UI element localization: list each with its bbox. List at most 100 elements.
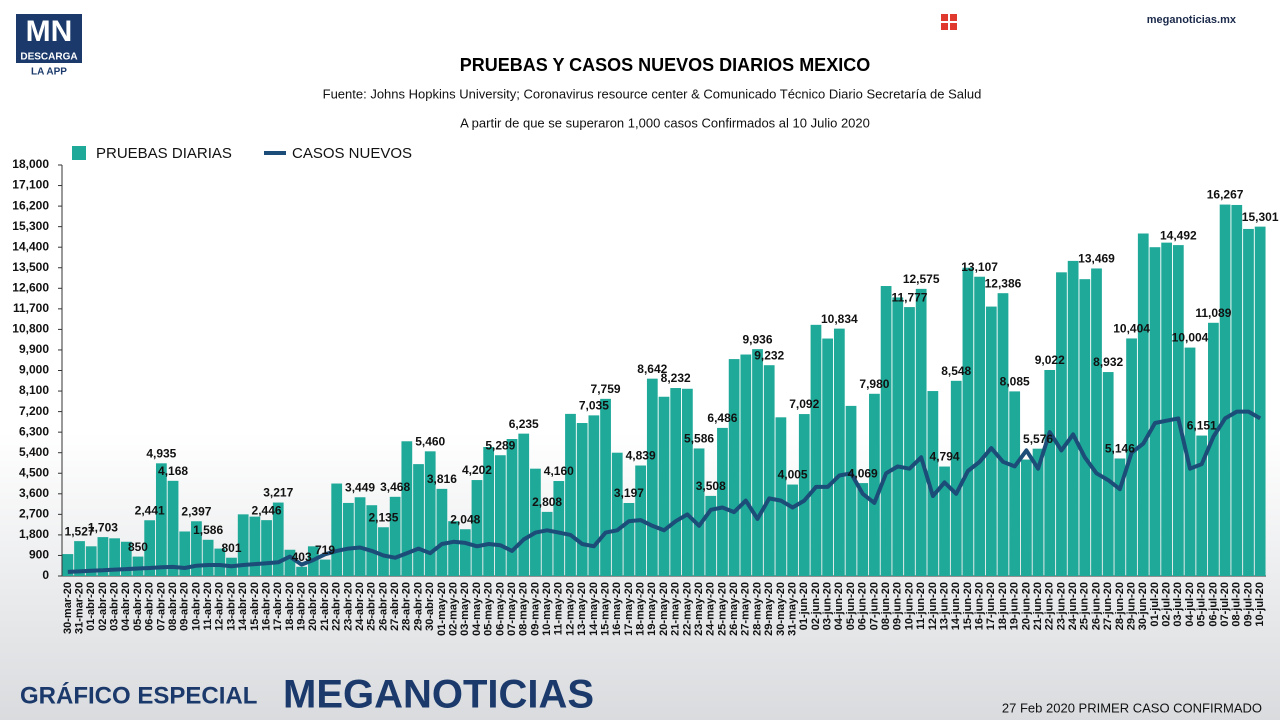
bar: [1219, 204, 1231, 576]
bar: [1243, 228, 1254, 576]
x-tick-label: 20-abr-20: [307, 582, 319, 631]
bar: [950, 380, 962, 576]
x-tick-label: 07-jul-20: [1219, 582, 1231, 627]
x-tick-label: 25-jun-20: [1079, 582, 1091, 630]
bar: [798, 414, 810, 576]
bar: [202, 539, 214, 576]
x-tick-label: 29-abr-20: [412, 582, 424, 631]
x-tick-label: 09-abr-20: [179, 582, 191, 631]
x-tick-label: 19-jun-20: [1009, 582, 1021, 630]
x-tick-label: 05-jun-20: [845, 582, 857, 630]
data-label: 7,035: [579, 399, 609, 413]
data-label: 16,267: [1207, 188, 1244, 202]
x-tick-label: 10-abr-20: [190, 582, 202, 631]
bar: [985, 306, 997, 576]
bar: [623, 503, 635, 576]
bar: [155, 463, 167, 576]
data-label: 403: [292, 550, 312, 564]
bar: [705, 495, 717, 576]
x-tick-label: 08-jul-20: [1231, 582, 1243, 627]
x-tick-label: 14-abr-20: [237, 582, 249, 631]
chart-title: PRUEBAS Y CASOS NUEVOS DIARIOS MEXICO: [460, 55, 870, 75]
x-tick-label: 02-jul-20: [1161, 582, 1173, 627]
x-tick-label: 22-may-20: [681, 582, 693, 636]
x-tick-label: 31-may-20: [786, 582, 798, 636]
x-tick-label: 04-jul-20: [1184, 582, 1196, 627]
x-tick-label: 03-jun-20: [822, 582, 834, 630]
data-label: 9,022: [1035, 353, 1065, 367]
bar: [389, 496, 401, 576]
data-label: 13,469: [1078, 252, 1115, 266]
data-label: 6,486: [707, 411, 737, 425]
y-tick-label: 7,200: [19, 404, 49, 418]
y-tick-label: 3,600: [19, 486, 49, 500]
data-label: 8,232: [661, 371, 691, 385]
x-tick-label: 06-abr-20: [144, 582, 156, 631]
bar: [413, 464, 424, 576]
x-tick-label: 22-jun-20: [1044, 582, 1056, 630]
x-tick-label: 16-jun-20: [974, 582, 986, 630]
x-tick-label: 11-abr-20: [202, 582, 214, 630]
x-tick-label: 28-jun-20: [1114, 582, 1126, 630]
bar: [401, 441, 413, 576]
x-tick-label: 25-abr-20: [366, 582, 378, 631]
x-tick-label: 30-mar-20: [62, 582, 74, 634]
x-tick-label: 01-jul-20: [1149, 582, 1161, 627]
data-label: 3,816: [427, 472, 457, 486]
bar: [588, 415, 600, 576]
x-tick-label: 08-jun-20: [880, 582, 892, 630]
data-label: 2,441: [135, 503, 165, 517]
x-tick-label: 09-may-20: [529, 582, 541, 636]
y-tick-label: 11,700: [13, 301, 49, 315]
bar: [483, 446, 495, 576]
bar: [1161, 242, 1173, 576]
bar: [857, 483, 869, 576]
x-tick-label: 21-abr-20: [319, 582, 331, 631]
data-label: 3,197: [614, 486, 644, 500]
bar: [904, 307, 915, 576]
bar: [518, 433, 530, 576]
x-tick-label: 22-abr-20: [331, 582, 343, 631]
data-label: 5,576: [1023, 432, 1053, 446]
bar: [237, 514, 249, 576]
x-tick-label: 18-may-20: [635, 582, 647, 636]
x-tick-label: 23-jun-20: [1055, 582, 1067, 630]
x-tick-label: 17-abr-20: [272, 582, 284, 631]
bar: [506, 439, 518, 576]
bar: [717, 427, 728, 576]
data-label: 4,069: [848, 466, 878, 480]
x-tick-label: 06-jun-20: [857, 582, 869, 630]
x-tick-label: 10-may-20: [541, 582, 553, 636]
x-tick-label: 21-may-20: [670, 582, 682, 636]
x-tick-label: 17-jun-20: [985, 582, 997, 630]
bar: [693, 448, 705, 576]
bar: [1149, 247, 1161, 576]
bar: [1067, 260, 1079, 576]
y-tick-label: 1,800: [19, 527, 49, 541]
bar: [763, 365, 775, 576]
bar: [424, 451, 436, 576]
bar: [962, 267, 974, 576]
x-tick-label: 21-jun-20: [1032, 582, 1044, 630]
bar: [810, 324, 822, 576]
data-label: 15,301: [1242, 210, 1279, 224]
x-tick-label: 26-may-20: [728, 582, 740, 636]
bar: [354, 497, 366, 576]
data-label: 5,586: [684, 432, 714, 446]
x-tick-label: 24-jun-20: [1067, 582, 1079, 630]
x-tick-label: 04-abr-20: [120, 582, 132, 631]
logo-sub-box: [16, 50, 82, 63]
legend-label: CASOS NUEVOS: [292, 145, 412, 162]
data-label: 8,085: [1000, 375, 1030, 389]
x-tick-label: 30-may-20: [775, 582, 787, 636]
bar: [459, 529, 471, 576]
x-tick-label: 02-may-20: [447, 582, 459, 636]
x-tick-label: 24-may-20: [705, 582, 717, 636]
y-tick-label: 12,600: [12, 280, 49, 294]
bar: [471, 480, 483, 576]
site: meganoticias.mx: [1147, 14, 1237, 26]
bar: [880, 286, 892, 576]
x-tick-label: 08-abr-20: [167, 582, 179, 631]
logo-box: [16, 14, 82, 50]
